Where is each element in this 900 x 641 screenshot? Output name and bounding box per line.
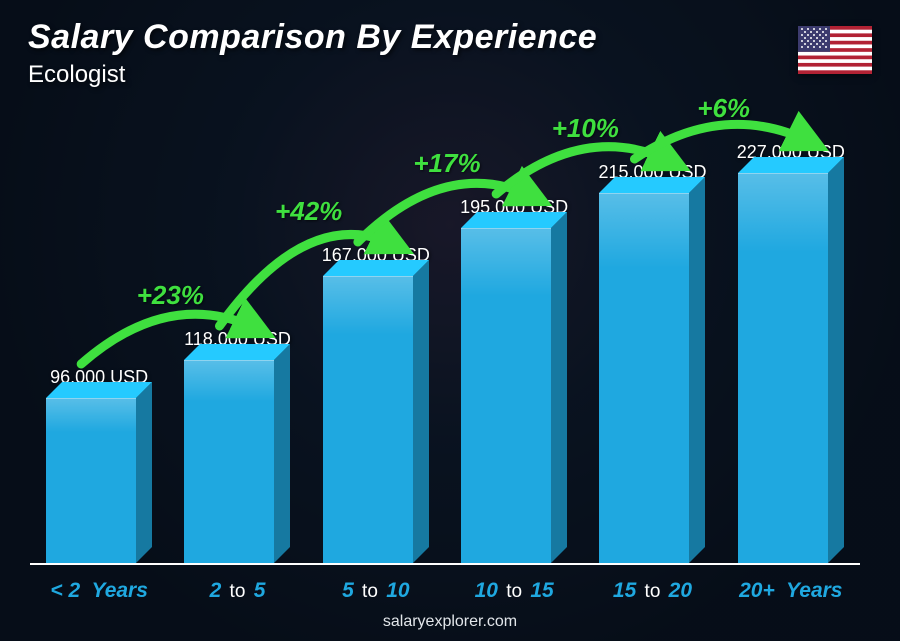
- bar-slot: 167,000 USD: [307, 100, 445, 563]
- chart-baseline: [30, 563, 860, 565]
- x-axis-label: 10 to 15: [445, 579, 583, 603]
- bar: [46, 398, 152, 563]
- bar: [461, 228, 567, 563]
- bar: [599, 193, 705, 563]
- x-axis-label: 20+ Years: [722, 579, 860, 603]
- header: Salary Comparison By Experience Ecologis…: [28, 18, 597, 89]
- infographic-container: Salary Comparison By Experience Ecologis…: [0, 0, 900, 641]
- bar-slot: 195,000 USD: [445, 100, 583, 563]
- page-title: Salary Comparison By Experience: [28, 18, 597, 57]
- bar: [184, 360, 290, 563]
- x-axis-labels: < 2 Years2 to 55 to 1010 to 1515 to 2020…: [30, 579, 860, 603]
- x-axis-label: 5 to 10: [307, 579, 445, 603]
- bar-slot: 215,000 USD: [583, 100, 721, 563]
- bar-slot: 227,000 USD: [722, 100, 860, 563]
- x-axis-label: 2 to 5: [168, 579, 306, 603]
- bar: [323, 276, 429, 563]
- footer-attribution: salaryexplorer.com: [0, 613, 900, 631]
- x-axis-label: 15 to 20: [583, 579, 721, 603]
- country-flag-icon: [798, 26, 872, 74]
- bar-group: 96,000 USD118,000 USD167,000 USD195,000 …: [30, 100, 860, 563]
- salary-bar-chart: 96,000 USD118,000 USD167,000 USD195,000 …: [30, 100, 860, 563]
- page-subtitle: Ecologist: [28, 61, 597, 89]
- x-axis-label: < 2 Years: [30, 579, 168, 603]
- bar: [738, 173, 844, 563]
- bar-slot: 118,000 USD: [168, 100, 306, 563]
- bar-slot: 96,000 USD: [30, 100, 168, 563]
